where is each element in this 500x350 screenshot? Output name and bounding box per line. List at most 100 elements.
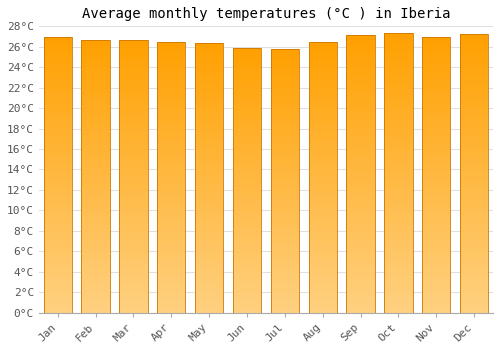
Bar <box>157 52 186 54</box>
Bar <box>44 217 72 219</box>
Bar <box>460 169 488 171</box>
Bar <box>157 199 186 200</box>
Bar <box>384 183 412 184</box>
Bar <box>346 256 375 257</box>
Bar <box>346 250 375 252</box>
Bar <box>346 293 375 295</box>
Bar <box>422 133 450 134</box>
Bar <box>346 35 375 313</box>
Bar <box>460 229 488 231</box>
Bar <box>119 45 148 47</box>
Bar <box>270 262 299 264</box>
Bar <box>308 78 337 79</box>
Bar <box>346 199 375 201</box>
Bar <box>346 177 375 178</box>
Bar <box>308 54 337 55</box>
Bar <box>460 289 488 290</box>
Bar <box>422 36 450 313</box>
Bar <box>460 71 488 72</box>
Bar <box>82 270 110 272</box>
Bar <box>195 175 224 176</box>
Bar <box>233 241 261 243</box>
Bar <box>195 94 224 95</box>
Bar <box>119 292 148 294</box>
Bar <box>195 256 224 257</box>
Bar <box>308 250 337 252</box>
Bar <box>157 185 186 187</box>
Bar <box>384 79 412 81</box>
Bar <box>82 264 110 265</box>
Bar <box>119 128 148 130</box>
Bar <box>460 260 488 261</box>
Bar <box>82 303 110 304</box>
Bar <box>195 257 224 259</box>
Bar <box>422 298 450 299</box>
Bar <box>270 163 299 165</box>
Bar <box>195 132 224 133</box>
Bar <box>44 235 72 237</box>
Bar <box>384 49 412 50</box>
Bar <box>119 212 148 213</box>
Bar <box>82 60 110 61</box>
Bar <box>308 42 337 313</box>
Bar <box>195 102 224 103</box>
Bar <box>422 49 450 50</box>
Bar <box>422 150 450 151</box>
Bar <box>233 215 261 216</box>
Bar <box>422 68 450 70</box>
Bar <box>119 198 148 199</box>
Bar <box>346 55 375 56</box>
Bar <box>384 289 412 290</box>
Bar <box>157 47 186 48</box>
Bar <box>460 112 488 114</box>
Bar <box>195 43 224 313</box>
Bar <box>157 158 186 160</box>
Bar <box>270 253 299 254</box>
Bar <box>157 115 186 116</box>
Bar <box>346 124 375 126</box>
Bar <box>270 210 299 211</box>
Bar <box>346 48 375 49</box>
Bar <box>346 100 375 102</box>
Bar <box>195 186 224 187</box>
Bar <box>82 206 110 208</box>
Bar <box>233 69 261 70</box>
Bar <box>44 79 72 81</box>
Bar <box>119 307 148 309</box>
Bar <box>233 76 261 77</box>
Bar <box>308 268 337 269</box>
Bar <box>384 124 412 126</box>
Bar <box>384 264 412 265</box>
Bar <box>195 298 224 299</box>
Bar <box>270 166 299 168</box>
Bar <box>119 277 148 279</box>
Bar <box>346 259 375 260</box>
Bar <box>82 116 110 117</box>
Bar <box>119 261 148 262</box>
Bar <box>308 107 337 108</box>
Bar <box>346 41 375 42</box>
Bar <box>346 74 375 76</box>
Bar <box>195 280 224 282</box>
Bar <box>44 311 72 313</box>
Bar <box>460 185 488 186</box>
Bar <box>44 121 72 122</box>
Bar <box>157 99 186 100</box>
Bar <box>422 223 450 224</box>
Bar <box>422 52 450 53</box>
Bar <box>44 220 72 222</box>
Bar <box>195 236 224 237</box>
Bar <box>384 114 412 116</box>
Bar <box>119 116 148 117</box>
Bar <box>270 271 299 272</box>
Bar <box>270 74 299 75</box>
Bar <box>460 153 488 154</box>
Bar <box>119 50 148 52</box>
Bar <box>44 36 72 313</box>
Bar <box>195 230 224 232</box>
Bar <box>308 174 337 176</box>
Bar <box>233 60 261 61</box>
Bar <box>233 160 261 162</box>
Bar <box>82 168 110 169</box>
Bar <box>82 213 110 214</box>
